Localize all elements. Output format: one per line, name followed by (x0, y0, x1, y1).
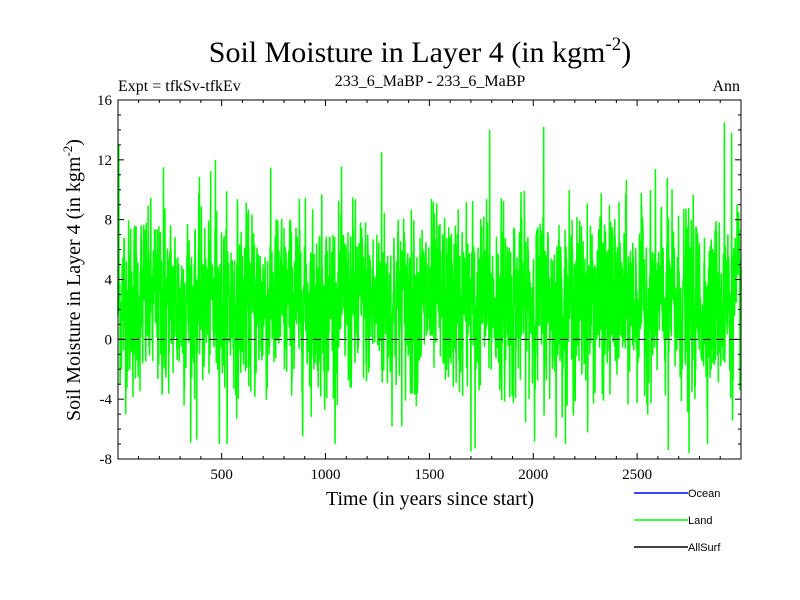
y-tick-label: 16 (97, 93, 113, 109)
y-tick-label: -8 (100, 452, 113, 468)
plot-frame (117, 99, 742, 460)
y-axis-label: Soil Moisture in Layer 4 (in kgm-2) (60, 139, 85, 421)
y-tick-label: 12 (97, 153, 112, 169)
y-axis-label-main: Soil Moisture in Layer 4 (in kgm (63, 156, 85, 421)
legend-label-land: Land (688, 515, 712, 527)
chart-title-sup: -2 (605, 34, 621, 55)
series-group (117, 122, 742, 454)
subtitle-left: Expt = tfkSv-tfkEv (118, 78, 241, 95)
x-tick-label: 2000 (518, 467, 548, 483)
x-tick-label: 1000 (311, 467, 341, 483)
chart-title-main: Soil Moisture in Layer 4 (in kgm (209, 36, 606, 69)
x-tick-label: 2500 (622, 467, 652, 483)
legend-label-ocean: Ocean (688, 488, 720, 500)
series-line-land (117, 122, 742, 454)
y-axis-label-close: ) (63, 139, 85, 146)
y-tick-label: 4 (105, 273, 113, 289)
subtitle-right: Ann (712, 78, 740, 95)
legend: Ocean Land AllSurf (634, 488, 721, 554)
ticks-group: 500 1000 1500 2000 2500 -8 -4 0 4 8 12 16 (97, 93, 741, 483)
y-tick-label: -4 (100, 392, 113, 408)
chart-title-close: ) (621, 36, 631, 69)
chart-title: Soil Moisture in Layer 4 (in kgm-2) (209, 34, 631, 69)
y-axis-label-sup: -2 (60, 146, 75, 157)
x-tick-label: 1500 (414, 467, 444, 483)
legend-label-allsurf: AllSurf (688, 542, 721, 554)
y-tick-label: 8 (105, 213, 113, 229)
x-tick-label: 500 (210, 467, 233, 483)
x-axis-label: Time (in years since start) (326, 488, 534, 510)
y-tick-label: 0 (105, 332, 113, 348)
subtitle-center: 233_6_MaBP - 233_6_MaBP (335, 73, 526, 90)
